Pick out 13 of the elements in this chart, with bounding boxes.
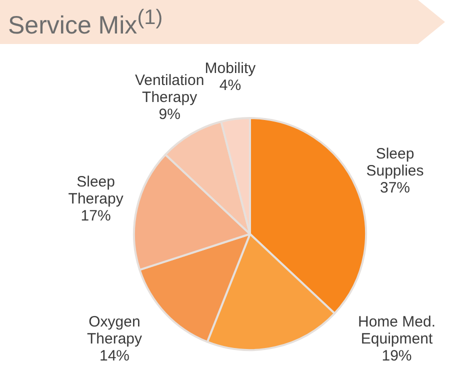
data-label: 4% [219, 76, 242, 94]
data-label: 19% [382, 348, 412, 365]
data-label: 14% [99, 348, 130, 365]
slice-label: Home Med. Equipment [358, 314, 436, 348]
data-label: 17% [80, 208, 111, 225]
slice-label: Oxygen Therapy [86, 314, 142, 348]
data-label: 9% [158, 106, 180, 124]
slice-label: Mobility [204, 60, 256, 77]
slice-label: Ventilation Therapy [134, 72, 204, 106]
slice-label: Sleep Supplies [366, 145, 424, 180]
slice-label: Sleep Therapy [68, 174, 124, 208]
chart-title: Service Mix$^{(1)}$ [8, 6, 163, 40]
data-label: 37% [380, 179, 410, 196]
